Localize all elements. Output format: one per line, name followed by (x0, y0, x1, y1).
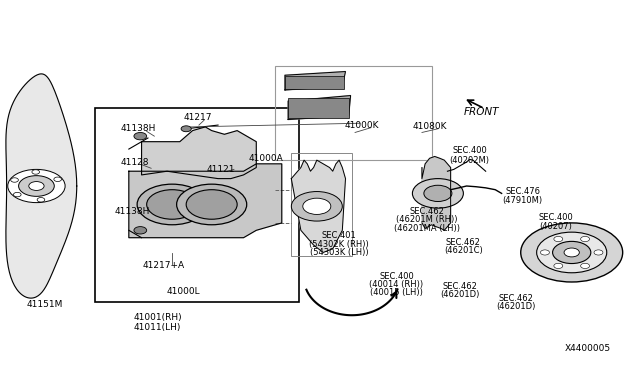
Circle shape (540, 250, 549, 255)
Text: SEC.401: SEC.401 (322, 231, 356, 240)
Text: 41138H: 41138H (115, 207, 150, 217)
Circle shape (13, 192, 21, 197)
Bar (285, 76, 344, 89)
Polygon shape (291, 160, 346, 253)
Circle shape (37, 198, 45, 202)
Text: 41217+A: 41217+A (143, 261, 185, 270)
Text: 41217: 41217 (184, 113, 212, 122)
Text: 41151M: 41151M (26, 300, 63, 309)
Polygon shape (6, 74, 77, 298)
Circle shape (11, 178, 19, 182)
Circle shape (552, 241, 591, 263)
Text: SEC.476: SEC.476 (505, 187, 540, 196)
Text: 41011(LH): 41011(LH) (134, 323, 181, 331)
Circle shape (424, 185, 452, 202)
Circle shape (29, 182, 44, 190)
Circle shape (19, 176, 54, 196)
Text: (54303K (LH)): (54303K (LH)) (310, 248, 369, 257)
Polygon shape (285, 71, 346, 90)
Text: 41128: 41128 (121, 157, 150, 167)
Circle shape (32, 170, 40, 174)
Polygon shape (422, 157, 451, 230)
Text: 41001(RH): 41001(RH) (133, 312, 182, 321)
Text: (40207): (40207) (540, 222, 572, 231)
Circle shape (54, 177, 61, 182)
Circle shape (134, 227, 147, 234)
Text: SEC.400: SEC.400 (379, 272, 414, 281)
Bar (275, 66, 431, 160)
Text: (40015 (LH)): (40015 (LH)) (370, 288, 423, 297)
Circle shape (295, 78, 307, 85)
Circle shape (303, 198, 331, 214)
Circle shape (137, 184, 207, 225)
Circle shape (134, 132, 147, 140)
Text: (46201D): (46201D) (497, 302, 536, 311)
Text: SEC.462: SEC.462 (499, 294, 534, 303)
Circle shape (147, 190, 198, 219)
Text: (46201C): (46201C) (444, 246, 483, 255)
Circle shape (521, 223, 623, 282)
Text: SEC.400: SEC.400 (452, 147, 487, 155)
Circle shape (181, 126, 191, 132)
Text: FRONT: FRONT (463, 107, 499, 117)
Circle shape (291, 192, 342, 221)
Bar (95, 109, 299, 302)
Text: X4400005: X4400005 (564, 344, 611, 353)
Polygon shape (141, 127, 256, 179)
Text: 41000K: 41000K (344, 121, 379, 129)
Circle shape (564, 248, 579, 257)
Circle shape (318, 105, 330, 112)
Text: 41138H: 41138H (121, 124, 156, 133)
Text: SEC.462: SEC.462 (443, 282, 477, 291)
Text: (46201D): (46201D) (440, 290, 480, 299)
Circle shape (314, 78, 326, 85)
Text: (40202M): (40202M) (450, 155, 490, 165)
Text: SEC.462: SEC.462 (410, 207, 445, 217)
Circle shape (177, 184, 246, 225)
Text: 41000L: 41000L (166, 287, 200, 296)
Bar (291, 153, 352, 256)
Circle shape (537, 232, 607, 273)
Text: (54302K (RH)): (54302K (RH)) (309, 240, 369, 249)
Text: 41080K: 41080K (412, 122, 447, 131)
Circle shape (186, 190, 237, 219)
Circle shape (299, 105, 310, 112)
Circle shape (554, 263, 563, 269)
Polygon shape (129, 164, 282, 238)
Text: SEC.400: SEC.400 (538, 213, 573, 222)
Circle shape (594, 250, 603, 255)
Text: SEC.462: SEC.462 (446, 238, 481, 247)
Text: 41000A: 41000A (248, 154, 284, 163)
Polygon shape (288, 96, 351, 119)
Circle shape (554, 237, 563, 242)
Circle shape (580, 263, 589, 269)
Text: (46201M (RH)): (46201M (RH)) (396, 215, 458, 224)
Circle shape (8, 169, 65, 203)
Text: (46201MA (LH)): (46201MA (LH)) (394, 224, 460, 232)
Bar (288, 98, 349, 118)
Text: (40014 (RH)): (40014 (RH)) (369, 280, 424, 289)
Circle shape (412, 179, 463, 208)
Circle shape (580, 237, 589, 242)
Text: 41121: 41121 (207, 165, 236, 174)
Text: (47910M): (47910M) (502, 196, 543, 205)
